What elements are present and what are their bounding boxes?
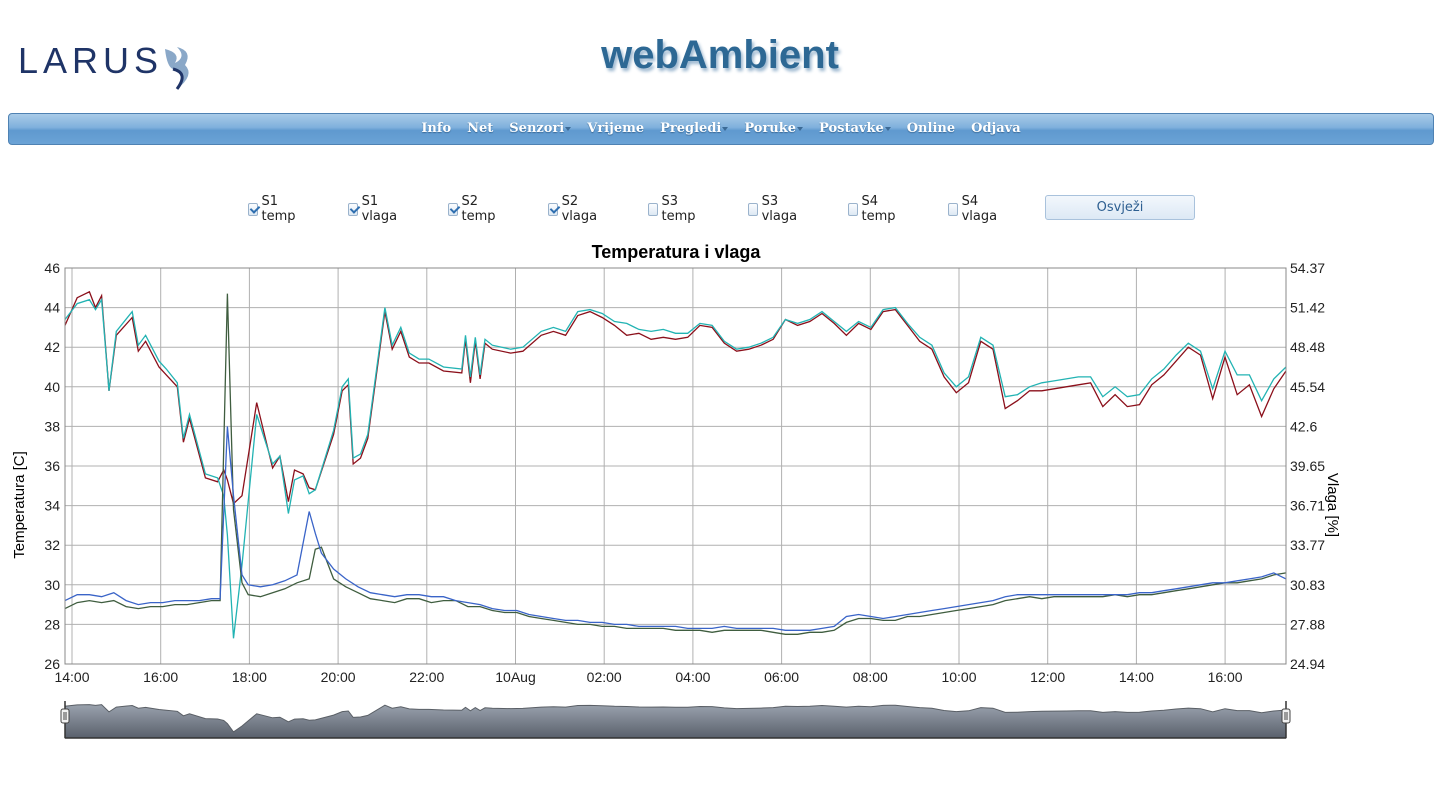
checkbox-label: S2 temp <box>461 194 496 224</box>
x-tick-label: 16:00 <box>143 669 178 685</box>
y-tick-label: 44 <box>44 300 60 316</box>
y-tick-label: 30 <box>44 577 60 593</box>
bird-logo-icon <box>165 47 189 90</box>
nav-item-online[interactable]: Online <box>906 121 956 136</box>
checkbox-label: S3 vlaga <box>761 194 798 224</box>
x-tick-label: 12:00 <box>1030 669 1065 685</box>
checkbox-s3-temp[interactable]: S3 temp <box>648 194 699 224</box>
logo-text: LARUS <box>18 40 164 81</box>
y2-axis-label: Vlaga [%] <box>1324 473 1341 537</box>
nav-item-odjava[interactable]: Odjava <box>971 121 1021 136</box>
checkbox-s2-vlaga[interactable]: S2 vlaga <box>548 194 601 224</box>
y-tick-label: 38 <box>44 418 60 434</box>
checkbox-box[interactable] <box>548 202 558 216</box>
checkbox-box[interactable] <box>648 202 658 216</box>
x-tick-label: 10:00 <box>941 669 976 685</box>
x-tick-label: 04:00 <box>675 669 710 685</box>
y-tick-label: 36 <box>44 458 60 474</box>
y2-tick-label: 36.71 <box>1290 498 1325 514</box>
x-tick-label: 02:00 <box>587 669 622 685</box>
nav-item-vrijeme[interactable]: Vrijeme <box>587 121 645 136</box>
chart-navigator[interactable] <box>60 701 1291 739</box>
x-tick-label: 08:00 <box>853 669 888 685</box>
checkbox-label: S4 temp <box>861 194 896 224</box>
y-tick-label: 46 <box>44 260 60 276</box>
x-tick-label: 22:00 <box>409 669 444 685</box>
checkbox-label: S4 vlaga <box>961 194 998 224</box>
checkbox-s1-vlaga[interactable]: S1 vlaga <box>348 194 401 224</box>
y2-tick-label: 45.54 <box>1290 379 1325 395</box>
chart-series <box>64 290 1287 639</box>
larus-logo: LARUS <box>18 40 189 95</box>
checkbox-label: S1 vlaga <box>361 194 398 224</box>
y-tick-label: 28 <box>44 616 60 632</box>
navigator-area <box>64 704 1287 739</box>
y2-tick-label: 54.37 <box>1290 260 1325 276</box>
refresh-button[interactable]: Osvježi <box>1045 195 1195 220</box>
y2-tick-label: 48.48 <box>1290 339 1325 355</box>
checkbox-box[interactable] <box>848 202 858 216</box>
checkbox-s4-temp[interactable]: S4 temp <box>848 194 899 224</box>
series-line-s2_temp <box>64 297 1287 639</box>
x-tick-label: 06:00 <box>764 669 799 685</box>
navigator-right-handle[interactable] <box>1281 708 1291 724</box>
y-tick-label: 34 <box>44 498 60 514</box>
y-tick-label: 32 <box>44 537 60 553</box>
y-tick-label: 26 <box>44 656 60 672</box>
checkbox-box[interactable] <box>948 202 958 216</box>
y2-tick-label: 30.83 <box>1290 577 1325 593</box>
checkbox-s1-temp[interactable]: S1 temp <box>248 194 299 224</box>
checkbox-box[interactable] <box>448 202 458 216</box>
navigator-left-handle[interactable] <box>60 708 70 724</box>
series-line-s1_temp <box>64 290 1287 505</box>
y2-tick-label: 42.6 <box>1290 418 1317 434</box>
y-axis-label: Temperatura [C] <box>11 451 28 559</box>
chart-title: Temperatura i vlaga <box>592 242 762 262</box>
series-line-s2_vlaga <box>64 426 1287 631</box>
y2-tick-label: 33.77 <box>1290 537 1325 553</box>
series-line-s1_vlaga <box>64 293 1287 635</box>
y2-tick-label: 27.88 <box>1290 616 1325 632</box>
checkbox-box[interactable] <box>348 202 358 216</box>
checkbox-s3-vlaga[interactable]: S3 vlaga <box>748 194 801 224</box>
nav-item-info[interactable]: Info <box>421 121 452 136</box>
x-tick-label: 14:00 <box>54 669 89 685</box>
chart-axes: 26 24.94 28 27.88 30 30.83 32 33.77 34 36.71 36 39.… <box>44 260 1325 685</box>
y2-tick-label: 39.65 <box>1290 458 1325 474</box>
checkbox-label: S2 vlaga <box>561 194 598 224</box>
x-tick-label: 20:00 <box>321 669 356 685</box>
y2-tick-label: 24.94 <box>1290 656 1325 672</box>
nav-item-senzori[interactable]: Senzori <box>501 121 579 136</box>
nav-item-postavke[interactable]: Postavke <box>811 121 899 136</box>
checkbox-s2-temp[interactable]: S2 temp <box>448 194 499 224</box>
checkbox-box[interactable] <box>248 202 258 216</box>
x-tick-label: 10Aug <box>495 669 535 685</box>
temperature-humidity-chart: Temperatura i vlaga 26 24.94 28 27.88 30 30.8… <box>11 242 1341 739</box>
y2-tick-label: 51.42 <box>1290 300 1325 316</box>
main-navbar: Info Net Senzori Vrijeme Pregledi Poruke Posta… <box>8 113 1434 145</box>
checkbox-box[interactable] <box>748 202 758 216</box>
y-tick-label: 40 <box>44 379 60 395</box>
x-tick-label: 18:00 <box>232 669 267 685</box>
nav-item-net[interactable]: Net <box>467 121 494 136</box>
x-tick-label: 16:00 <box>1208 669 1243 685</box>
plot-frame <box>64 267 1287 665</box>
chart-grid <box>65 267 1286 665</box>
y-tick-label: 42 <box>44 339 60 355</box>
checkbox-label: S3 temp <box>661 194 696 224</box>
checkbox-s4-vlaga[interactable]: S4 vlaga <box>948 194 1001 224</box>
checkbox-label: S1 temp <box>261 194 296 224</box>
app-title: webAmbient <box>601 33 839 77</box>
nav-item-pregledi[interactable]: Pregledi <box>652 121 736 136</box>
x-tick-label: 14:00 <box>1119 669 1154 685</box>
nav-item-poruke[interactable]: Poruke <box>736 121 811 136</box>
